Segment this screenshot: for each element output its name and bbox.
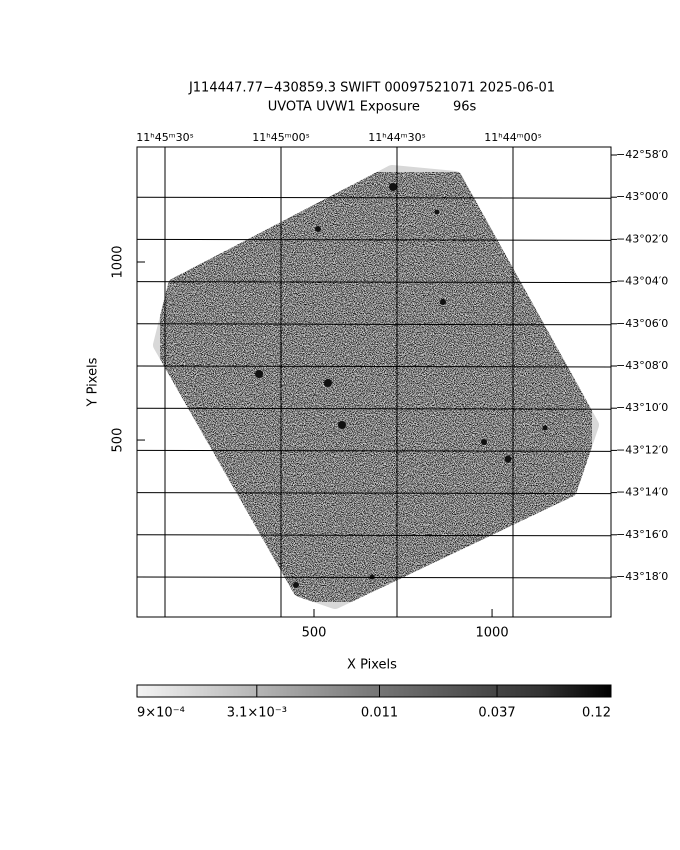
dec-grid-line bbox=[136, 534, 612, 537]
dec-tick-label: −43°16′0 bbox=[616, 528, 668, 541]
dec-grid-line bbox=[136, 238, 612, 241]
ra-tick-label: 11ʰ45ᵐ00ˢ bbox=[252, 131, 309, 144]
ra-tick-label: 11ʰ44ᵐ00ˢ bbox=[484, 131, 541, 144]
dec-grid-line bbox=[136, 449, 612, 452]
dec-tick-label: −43°18′0 bbox=[616, 570, 668, 583]
dec-grid-line bbox=[136, 407, 612, 410]
dec-grid-line bbox=[136, 281, 612, 284]
ra-tick-label: 11ʰ45ᵐ30ˢ bbox=[136, 131, 193, 144]
dec-tick-label: −43°10′0 bbox=[616, 401, 668, 414]
colorbar-tick-label: 0.011 bbox=[361, 706, 398, 721]
colorbar-tick-label: 0.037 bbox=[478, 706, 515, 721]
y-tick-label: 1000 bbox=[111, 245, 126, 278]
y-axis-label: Y Pixels bbox=[86, 357, 101, 407]
dec-grid-line bbox=[136, 365, 612, 368]
dec-tick-label: −43°00′0 bbox=[616, 190, 668, 203]
chart-title: J114447.77−430859.3 SWIFT 00097521071 20… bbox=[188, 81, 555, 96]
dec-grid-line bbox=[136, 576, 612, 579]
dec-grid-line bbox=[136, 323, 612, 326]
dec-tick-label: −42°58′0 bbox=[616, 148, 668, 161]
x-tick-label: 1000 bbox=[476, 626, 509, 641]
x-axis-label: X Pixels bbox=[347, 658, 397, 673]
y-tick-label: 500 bbox=[111, 428, 126, 453]
colorbar-tick-label: 9×10⁻⁴ bbox=[137, 706, 185, 721]
colorbar-tick-label: 0.12 bbox=[582, 706, 611, 721]
colorbar-tick-label: 3.1×10⁻³ bbox=[227, 706, 287, 721]
colorbar bbox=[136, 684, 612, 698]
dec-grid-line bbox=[136, 196, 612, 199]
dec-grid-line bbox=[136, 492, 612, 495]
dec-tick-label: −43°12′0 bbox=[616, 443, 668, 456]
image bbox=[153, 165, 599, 609]
dec-tick-label: −43°04′0 bbox=[616, 275, 668, 288]
dec-tick-label: −43°14′0 bbox=[616, 486, 668, 499]
chart-subtitle: UVOTA UVW1 Exposure 96s bbox=[268, 100, 477, 115]
plot-frame bbox=[136, 146, 612, 618]
dec-tick-label: −43°08′0 bbox=[616, 359, 668, 372]
dec-tick-label: −43°02′0 bbox=[616, 232, 668, 245]
dec-tick-label: −43°06′0 bbox=[616, 317, 668, 330]
x-tick-label: 500 bbox=[302, 626, 327, 641]
ra-tick-label: 11ʰ44ᵐ30ˢ bbox=[368, 131, 425, 144]
